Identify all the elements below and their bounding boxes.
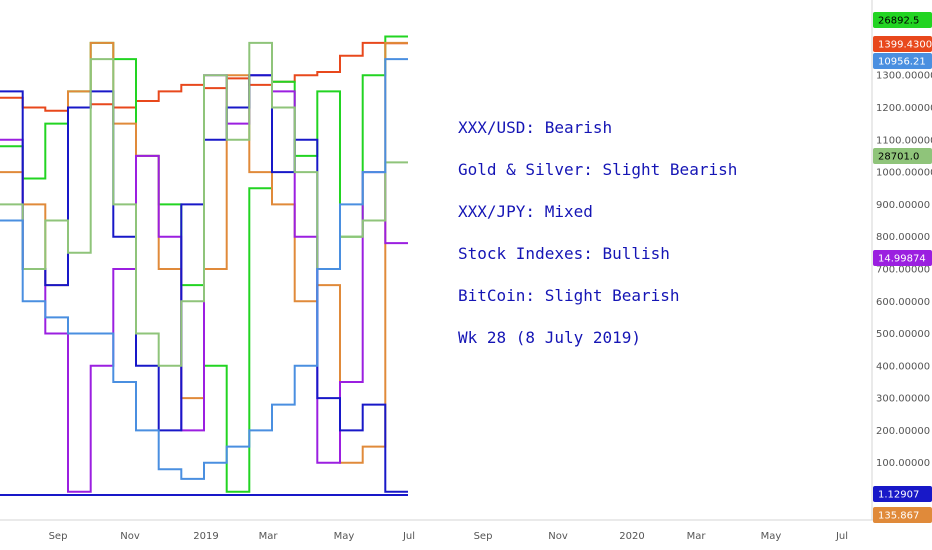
annotation-line-6: Wk 28 (8 July 2019) bbox=[458, 328, 641, 347]
x-tick-label: Nov bbox=[548, 531, 568, 542]
annotation-line-3: XXX/JPY: Mixed bbox=[458, 202, 593, 221]
y-tick-label: 600.00000 bbox=[876, 297, 930, 308]
price-badge-label: 26892.5 bbox=[878, 16, 919, 27]
y-tick-label: 400.00000 bbox=[876, 361, 930, 372]
x-tick-label: 2019 bbox=[193, 531, 218, 542]
price-badge-bg bbox=[873, 486, 932, 502]
x-tick-label: Sep bbox=[474, 531, 493, 542]
y-tick-label: 800.00000 bbox=[876, 232, 930, 243]
price-badge-label: 1399.43000 bbox=[878, 40, 932, 51]
annotation-line-1: XXX/USD: Bearish bbox=[458, 118, 612, 137]
y-tick-label: 300.00000 bbox=[876, 394, 930, 405]
price-badge-label: 14.99874 bbox=[878, 254, 926, 265]
price-badge: 10956.21 bbox=[873, 53, 932, 69]
price-badge: 1.12907 bbox=[873, 486, 932, 502]
price-badge-bg bbox=[873, 507, 932, 523]
price-badge-bg bbox=[873, 36, 932, 52]
x-tick-label: Sep bbox=[49, 531, 68, 542]
y-tick-label: 100.00000 bbox=[876, 458, 930, 469]
x-tick-label: Jul bbox=[835, 531, 848, 542]
x-tick-label: 2020 bbox=[619, 531, 644, 542]
price-badge-label: 10956.21 bbox=[878, 57, 926, 68]
x-tick-label: Jul bbox=[402, 531, 415, 542]
price-badge-bg bbox=[873, 250, 932, 266]
y-tick-label: 1000.00000 bbox=[876, 168, 932, 179]
y-tick-label: 700.00000 bbox=[876, 264, 930, 275]
price-badges: 26892.5 1399.43000 10956.21 28701.0 14.99874… bbox=[873, 12, 932, 523]
y-tick-label: 1100.00000 bbox=[876, 135, 932, 146]
y-tick-label: 900.00000 bbox=[876, 200, 930, 211]
annotation-line-5: BitCoin: Slight Bearish bbox=[458, 286, 680, 305]
annotation-layer: XXX/USD: Bearish Gold & Silver: Slight Be… bbox=[458, 118, 737, 347]
price-badge-bg bbox=[873, 148, 932, 164]
x-tick-label: Mar bbox=[687, 531, 707, 542]
price-badge: 135.867 bbox=[873, 507, 932, 523]
price-badge-bg bbox=[873, 12, 932, 28]
price-badge-label: 28701.0 bbox=[878, 152, 919, 163]
price-badge: 14.99874 bbox=[873, 250, 932, 266]
y-tick-label: 200.00000 bbox=[876, 426, 930, 437]
x-tick-label: Nov bbox=[120, 531, 140, 542]
annotation-line-2: Gold & Silver: Slight Bearish bbox=[458, 160, 737, 179]
series-line-7 bbox=[0, 58, 408, 480]
time-axis[interactable]: Sep Nov 2019 Mar May Jul Sep Nov 2020 Mar May Jul bbox=[49, 531, 848, 542]
x-tick-label: May bbox=[334, 531, 355, 542]
price-badge-bg bbox=[873, 53, 932, 69]
y-tick-label: 500.00000 bbox=[876, 329, 930, 340]
price-badge-label: 135.867 bbox=[878, 511, 919, 522]
price-badge: 1399.43000 bbox=[873, 36, 932, 52]
y-tick-label: 1200.00000 bbox=[876, 103, 932, 114]
price-badge: 26892.5 bbox=[873, 12, 932, 28]
y-tick-label: 1300.00000 bbox=[876, 71, 932, 82]
price-badge: 28701.0 bbox=[873, 148, 932, 164]
price-axis[interactable]: 100.00000 200.00000 300.00000 400.00000 500.… bbox=[876, 71, 932, 470]
price-badge-label: 1.12907 bbox=[878, 490, 919, 501]
x-tick-label: Mar bbox=[259, 531, 279, 542]
x-tick-label: May bbox=[761, 531, 782, 542]
annotation-line-4: Stock Indexes: Bullish bbox=[458, 244, 670, 263]
series-layer bbox=[0, 35, 408, 493]
